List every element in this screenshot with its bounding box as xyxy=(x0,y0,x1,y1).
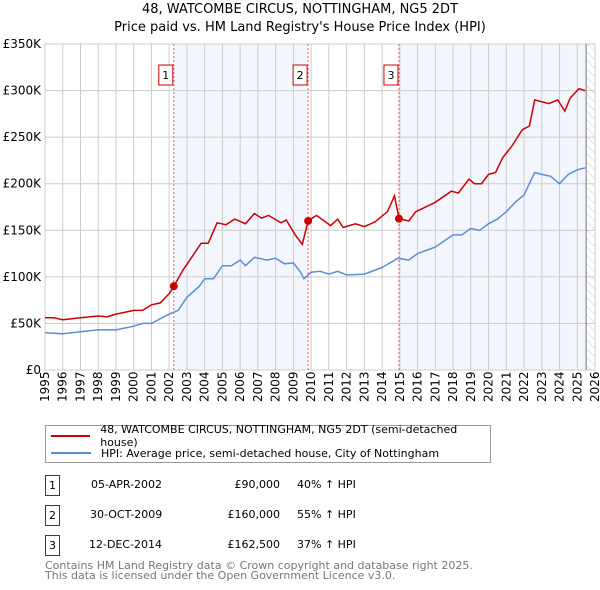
legend: 48, WATCOMBE CIRCUS, NOTTINGHAM, NG5 2DT… xyxy=(45,423,491,463)
x-tick-label: 1995 xyxy=(38,371,52,402)
legend-label: HPI: Average price, semi-detached house,… xyxy=(101,446,440,460)
x-tick-label: 2016 xyxy=(411,371,425,402)
x-tick-label: 2023 xyxy=(535,371,549,402)
sale-point xyxy=(394,214,403,223)
x-tick-label: 2015 xyxy=(393,371,407,402)
future-hatch xyxy=(586,44,595,370)
legend-label: 48, WATCOMBE CIRCUS, NOTTINGHAM, NG5 2DT… xyxy=(100,423,458,449)
chart-title: 48, WATCOMBE CIRCUS, NOTTINGHAM, NG5 2DT xyxy=(141,2,459,17)
y-tick-label: £150K xyxy=(3,223,43,237)
sale-flag-box xyxy=(383,64,399,86)
y-tick-label: £350K xyxy=(3,37,43,51)
x-tick-label: 2021 xyxy=(499,371,513,402)
footer-copyright: Contains HM Land Registry data © Crown c… xyxy=(45,559,473,572)
x-tick-label: 2002 xyxy=(162,371,176,402)
sale-badge: 3 xyxy=(45,535,60,556)
legend-swatch-blue xyxy=(51,452,91,454)
x-tick-label: 2019 xyxy=(464,371,478,402)
legend-item-hpi: HPI: Average price, semi-detached house,… xyxy=(46,445,439,461)
footer-licence: This data is licensed under the Open Gov… xyxy=(45,569,396,582)
x-tick-label: 1996 xyxy=(56,371,70,402)
sale-flag-box xyxy=(158,64,174,86)
x-tick-label: 2008 xyxy=(269,371,283,402)
x-tick-label: 1999 xyxy=(109,371,123,402)
x-tick-label: 2020 xyxy=(482,371,496,402)
y-tick-label: £250K xyxy=(3,130,43,144)
sale-row: 2 30-OCT-2009 £160,000 55% ↑ HPI xyxy=(45,505,445,526)
x-tick-label: 2011 xyxy=(322,371,336,402)
x-tick-label: 2010 xyxy=(304,371,318,402)
y-tick-label: £200K xyxy=(3,177,43,191)
sale-flag-box xyxy=(292,64,308,86)
x-tick-label: 2022 xyxy=(517,371,531,402)
sale-price: £162,500 xyxy=(227,538,281,551)
x-tick-label: 2024 xyxy=(553,371,567,402)
x-tick-label: 2009 xyxy=(286,371,300,402)
sale-price: £160,000 xyxy=(227,508,281,521)
x-tick-label: 2007 xyxy=(251,371,265,402)
sale-point xyxy=(169,282,178,291)
x-tick-label: 2017 xyxy=(428,371,442,402)
x-tick-label: 2018 xyxy=(446,371,460,402)
legend-item-property: 48, WATCOMBE CIRCUS, NOTTINGHAM, NG5 2DT… xyxy=(46,423,490,449)
sale-hpi: 40% ↑ HPI xyxy=(297,478,356,491)
ownership-shade xyxy=(398,44,587,370)
sale-hpi: 55% ↑ HPI xyxy=(297,508,356,521)
x-tick-label: 2003 xyxy=(180,371,194,402)
sale-flag-label: 2 xyxy=(297,69,304,82)
sale-point xyxy=(304,216,313,225)
price-chart: 1995 1996 1997 1998 1999 2000 2001 2002 2003 2004… xyxy=(3,37,600,402)
plot-frame xyxy=(44,43,596,371)
sale-badge: 2 xyxy=(45,505,60,526)
legend-swatch-red xyxy=(51,435,91,437)
sale-date: 05-APR-2002 xyxy=(91,478,163,491)
x-tick-label: 2006 xyxy=(233,371,247,402)
y-tick-label: £100K xyxy=(3,270,43,284)
x-tick-label: 2026 xyxy=(588,371,600,402)
price-line xyxy=(45,87,586,321)
y-tick-label: £300K xyxy=(3,84,43,98)
x-tick-label: 2014 xyxy=(375,371,389,402)
x-tick-label: 2025 xyxy=(570,371,584,402)
chart-subtitle: Price paid vs. HM Land Registry's House … xyxy=(114,20,486,35)
x-tick-label: 2004 xyxy=(198,371,212,402)
sale-hpi: 37% ↑ HPI xyxy=(297,538,356,551)
x-tick-label: 1997 xyxy=(73,371,87,402)
sale-price: £90,000 xyxy=(234,478,281,491)
x-tick-label: 2012 xyxy=(340,371,354,402)
sale-date: 12-DEC-2014 xyxy=(89,538,163,551)
sale-row: 3 12-DEC-2014 £162,500 37% ↑ HPI xyxy=(45,535,445,556)
sale-flag-label: 1 xyxy=(162,69,169,82)
sale-row: 1 05-APR-2002 £90,000 40% ↑ HPI xyxy=(45,475,445,496)
x-tick-label: 1998 xyxy=(91,371,105,402)
x-tick-label: 2000 xyxy=(127,371,141,402)
x-tick-label: 2005 xyxy=(215,371,229,402)
sale-flag-label: 3 xyxy=(387,69,394,82)
x-tick-label: 2001 xyxy=(144,371,158,402)
x-tick-label: 2013 xyxy=(357,371,371,402)
sale-date: 30-OCT-2009 xyxy=(90,508,163,521)
y-tick-label: £0 xyxy=(26,363,41,377)
y-tick-label: £50K xyxy=(10,316,42,330)
sale-badge: 1 xyxy=(45,475,60,496)
footer: Contains HM Land Registry data © Crown c… xyxy=(45,559,473,582)
hpi-line xyxy=(44,167,586,335)
ownership-shade xyxy=(173,44,309,370)
